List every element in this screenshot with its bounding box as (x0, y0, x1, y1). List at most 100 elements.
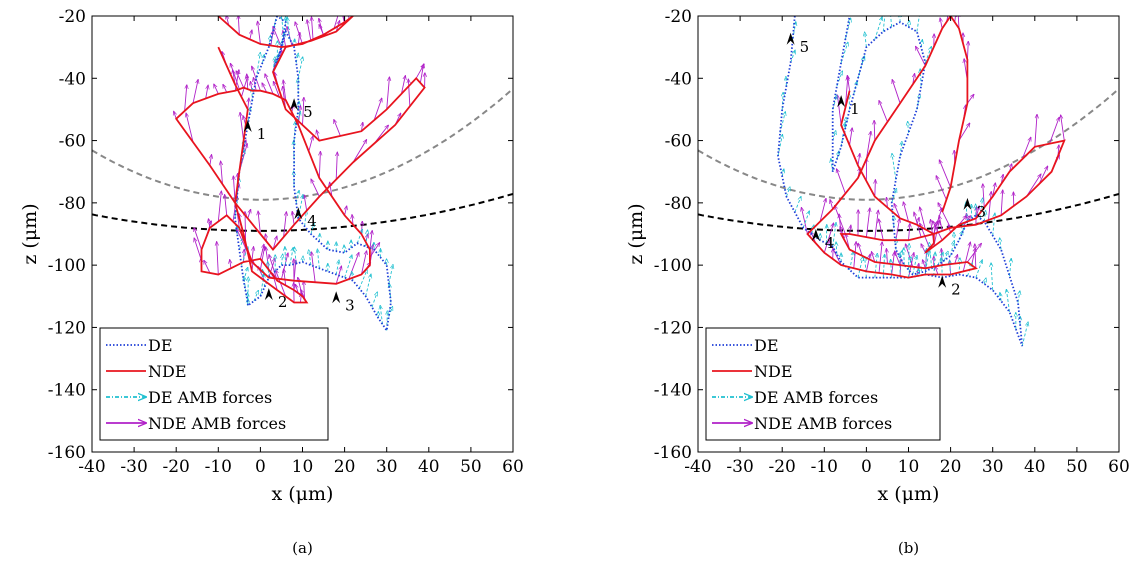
force-arrow (794, 16, 795, 17)
force-arrow (1049, 117, 1060, 144)
x-tick-label: 60 (1108, 457, 1130, 477)
force-arrow (333, 16, 339, 29)
force-arrow (237, 226, 238, 235)
x-tick-label: 60 (502, 457, 524, 477)
force-arrow (342, 16, 346, 24)
force-arrow (933, 208, 942, 235)
force-arrow (221, 161, 223, 185)
annotation-label: 1 (257, 125, 267, 143)
force-arrow (879, 219, 884, 241)
force-arrow (853, 242, 856, 269)
y-tick-label: -160 (654, 443, 692, 463)
force-arrow (217, 191, 221, 222)
force-arrow (210, 155, 212, 166)
force-arrow (186, 113, 194, 143)
de-trajectory (777, 16, 1024, 347)
force-arrow (878, 242, 882, 273)
y-tick-label: -80 (59, 194, 86, 214)
force-arrow (297, 195, 303, 219)
force-arrow (976, 207, 977, 225)
nde-trajectory (806, 16, 1066, 279)
force-arrow (865, 131, 871, 160)
force-arrow (882, 16, 886, 32)
force-arrow (292, 211, 294, 225)
plot-area (698, 16, 1119, 347)
force-arrow (289, 247, 293, 266)
x-tick-label: -20 (163, 457, 190, 477)
force-arrow (922, 260, 926, 269)
x-tick-label: 20 (334, 457, 356, 477)
force-arrow (310, 223, 314, 235)
force-arrow (408, 79, 410, 107)
x-tick-label: 10 (898, 457, 920, 477)
force-arrow (874, 17, 882, 40)
force-arrow (845, 117, 846, 129)
x-tick-label: -30 (120, 457, 147, 477)
force-arrow (238, 238, 243, 250)
annotation-arrow (786, 32, 795, 45)
force-arrow (305, 210, 307, 227)
force-arrow (281, 254, 282, 266)
force-arrow (909, 21, 910, 27)
force-arrow (945, 16, 949, 23)
force-arrow (943, 251, 948, 261)
force-arrow (849, 93, 850, 110)
annotation-label: 4 (825, 234, 835, 252)
y-tick-label: -100 (654, 256, 692, 276)
force-arrow (924, 47, 931, 63)
force-arrow (287, 17, 291, 40)
force-arrow (214, 84, 219, 95)
force-arrow (303, 97, 304, 126)
legend-entry: NDE AMB forces (754, 414, 892, 433)
force-arrow (909, 223, 910, 241)
force-arrow (900, 259, 901, 277)
y-tick-label: -120 (48, 318, 86, 338)
force-arrow (184, 85, 187, 112)
force-arrow (205, 85, 208, 99)
force-arrow (967, 94, 973, 104)
force-arrow (281, 16, 285, 35)
force-arrow (259, 274, 264, 297)
force-arrow (308, 136, 313, 152)
annotation-label: 1 (850, 100, 860, 118)
force-arrow (850, 225, 851, 235)
force-arrow (217, 242, 219, 275)
force-arrow (287, 26, 293, 46)
force-arrow (263, 55, 265, 63)
plot-area (92, 16, 513, 333)
force-arrow (352, 271, 353, 281)
annotation-label: 2 (278, 293, 288, 311)
force-arrow (916, 46, 926, 67)
force-arrow (874, 253, 878, 278)
force-arrow (400, 76, 405, 94)
force-arrow (892, 153, 897, 180)
force-arrow (983, 184, 985, 208)
force-arrow (319, 18, 324, 37)
x-axis-label: x (μm) (272, 483, 334, 505)
force-arrow (924, 251, 929, 272)
force-arrow (304, 195, 308, 211)
x-tick-label: -40 (684, 457, 711, 477)
force-arrow (812, 225, 814, 235)
force-arrow (823, 223, 833, 253)
force-arrow (259, 244, 264, 260)
legend: DE NDE DE AMB forces NDE AMB forces (705, 327, 941, 441)
force-arrow (991, 263, 993, 291)
annotation-arrow (243, 120, 252, 132)
force-arrow (895, 251, 901, 266)
reference-curve-gray-dashed (92, 87, 513, 201)
y-axis-label: z (μm) (625, 203, 647, 264)
force-arrow (273, 81, 280, 98)
force-arrow (225, 195, 228, 216)
force-arrow (358, 270, 367, 289)
force-arrow (272, 236, 277, 250)
force-arrow (832, 222, 836, 247)
force-arrow (258, 211, 261, 235)
force-arrow (269, 255, 278, 281)
force-arrow (988, 192, 991, 221)
force-arrow (283, 212, 287, 238)
force-arrow (874, 210, 878, 239)
force-arrow (892, 80, 901, 104)
force-arrow (782, 169, 784, 177)
force-arrow (979, 198, 983, 219)
